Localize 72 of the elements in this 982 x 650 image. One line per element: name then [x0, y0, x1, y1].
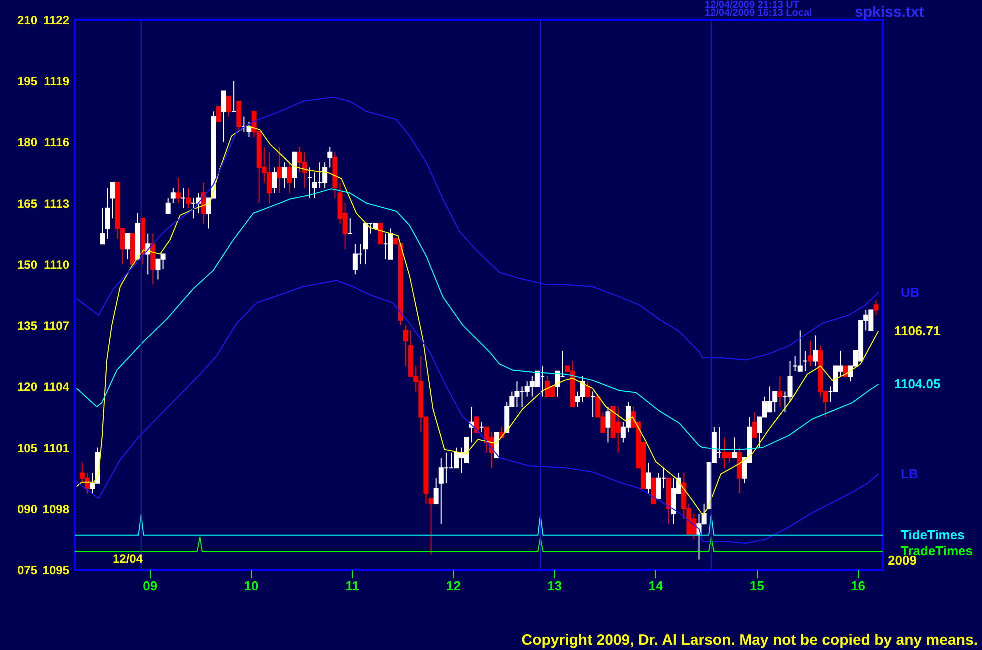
y-tick-label: 1098	[42, 502, 70, 516]
line-series	[76, 280, 879, 544]
x-tick-label: 16	[850, 578, 866, 594]
candlestick	[378, 223, 384, 245]
annotation: 12/04	[113, 552, 144, 566]
y2-tick-label: 090	[17, 502, 38, 516]
candlestick	[125, 233, 130, 260]
candlestick	[272, 167, 278, 194]
y2-tick-label: 105	[17, 441, 38, 456]
y-tick-label: 1095	[42, 564, 70, 578]
y2-tick-label: 195	[17, 74, 38, 89]
y2-tick-label: 165	[17, 196, 38, 211]
candlestick	[328, 146, 333, 168]
series-label: LB	[901, 466, 918, 482]
x-tick-label: 13	[548, 578, 562, 594]
text: Copyright 2009, Dr. Al Larson. May not be copied by any means.	[522, 632, 978, 649]
annotation: 1104.05	[894, 376, 941, 392]
text: 12/04/2009 16:13 Local	[705, 8, 813, 19]
y-tick-label: 1113	[44, 196, 70, 211]
y-tick-label: 1116	[44, 136, 70, 150]
candlestick	[403, 325, 408, 367]
y-tick-label: 1122	[43, 14, 70, 28]
candlestick	[434, 478, 439, 504]
candlestick	[170, 188, 176, 204]
y2-tick-label: 150	[17, 258, 38, 272]
x-tick-label: 10	[244, 578, 259, 594]
x-tick-label: 11	[346, 578, 360, 594]
y-tick-label: 1101	[43, 441, 70, 456]
series-label: TideTimes	[901, 527, 965, 542]
candlestick	[843, 366, 848, 377]
y2-tick-label: 210	[17, 14, 38, 28]
y-tick-label: 1104	[43, 380, 70, 394]
candlestick	[105, 188, 110, 240]
candlestick	[166, 198, 171, 214]
candlestick	[808, 340, 813, 367]
candlestick	[474, 416, 480, 433]
candlestick	[186, 188, 192, 209]
annotation: spkiss.txt	[855, 4, 924, 21]
candlestick	[813, 335, 818, 367]
y-tick-label: 1110	[44, 258, 70, 272]
y2-tick-label: 075	[17, 564, 38, 578]
y-tick-label: 1119	[44, 74, 70, 89]
x-tick-label: 15	[750, 578, 764, 594]
candlestick	[216, 106, 222, 122]
candlestick	[277, 146, 282, 194]
y-tick-label: 1107	[43, 319, 70, 334]
series-label: UB	[901, 284, 920, 300]
x-tick-label: 14	[648, 578, 664, 594]
candlestick	[646, 462, 652, 494]
y2-tick-label: 120	[17, 380, 38, 394]
line-series	[76, 96, 879, 361]
y2-tick-label: 135	[17, 319, 38, 334]
candlestick	[778, 376, 783, 408]
candlestick	[428, 498, 434, 556]
candlestick	[606, 406, 611, 444]
x-tick-label: 09	[143, 578, 158, 594]
annotation: 1106.71	[894, 324, 941, 339]
candlestick	[110, 182, 116, 220]
candlestick	[798, 330, 803, 372]
line-series	[76, 188, 879, 450]
candlestick	[226, 96, 232, 118]
candlestick	[752, 412, 758, 438]
candlestick	[176, 177, 181, 204]
candlestick	[287, 162, 292, 194]
candlestick	[282, 162, 288, 189]
candlestick	[100, 208, 106, 245]
candlestick	[586, 381, 591, 398]
candlestick	[732, 437, 738, 458]
y2-tick-label: 180	[17, 136, 38, 150]
candlestick	[221, 90, 226, 143]
x-tick-label: 12	[446, 578, 461, 594]
candlestick	[874, 300, 879, 316]
